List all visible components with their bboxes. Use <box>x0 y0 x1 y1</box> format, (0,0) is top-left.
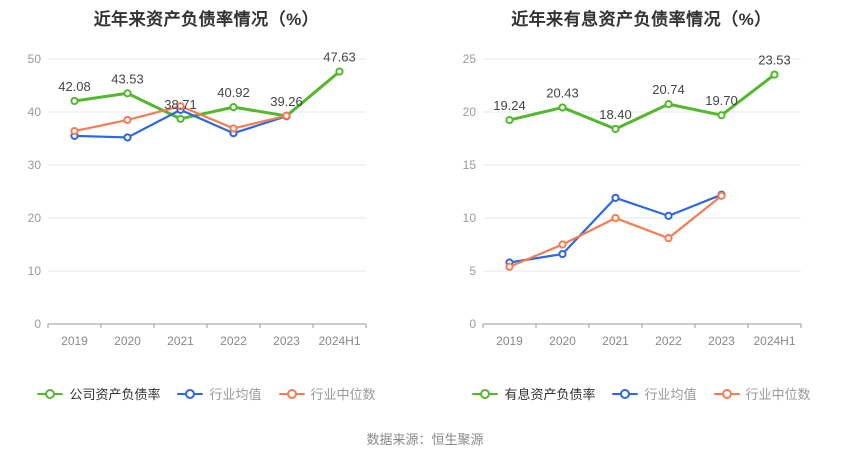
y-axis-label: 40 <box>28 105 42 119</box>
x-axis-label: 2024H1 <box>318 334 360 348</box>
data-source-text: 数据来源：恒生聚源 <box>366 432 484 447</box>
x-axis-label: 2021 <box>167 334 194 348</box>
x-axis-label: 2022 <box>220 334 247 348</box>
chart-legend: 公司资产负债率 行业均值 行业中位数 <box>8 384 405 403</box>
data-point-marker <box>611 193 620 202</box>
data-label: 20.74 <box>652 82 685 97</box>
data-point-marker <box>176 114 185 123</box>
legend-label: 公司资产负债率 <box>69 387 161 402</box>
legend-label: 行业均值 <box>644 387 697 402</box>
chart-legend: 有息资产负债率 行业均值 行业中位数 <box>443 384 840 403</box>
y-axis-label: 50 <box>28 52 42 66</box>
data-label: 42.08 <box>58 79 91 94</box>
y-axis-label: 20 <box>463 105 477 119</box>
data-label: 38.71 <box>164 97 197 112</box>
x-axis-label: 2023 <box>708 334 735 348</box>
data-point-marker <box>664 100 673 109</box>
asset-liability-ratio-chart: 近年来资产负债率情况（%） 0 10 20 30 40 50 2019 2020 2021 202… <box>8 10 405 403</box>
x-axis-label: 2021 <box>602 334 629 348</box>
series-line <box>73 70 341 121</box>
data-point-marker <box>558 240 567 249</box>
data-point-marker <box>123 133 132 142</box>
legend-label: 行业均值 <box>209 387 262 402</box>
legend-item-industry-median[interactable]: 行业中位数 <box>713 384 811 403</box>
x-axis-label: 2024H1 <box>753 334 795 348</box>
x-axis-label: 2019 <box>496 334 523 348</box>
data-point-marker <box>335 67 344 76</box>
data-point-marker <box>717 191 726 200</box>
data-point-marker <box>176 102 185 111</box>
data-point-marker <box>282 111 291 120</box>
data-point-marker <box>717 111 726 120</box>
legend-label: 行业中位数 <box>745 387 811 402</box>
x-axis-label: 2020 <box>549 334 576 348</box>
data-point-marker <box>505 115 514 125</box>
data-point-marker <box>558 249 567 259</box>
legend-label: 有息资产负债率 <box>504 387 596 402</box>
data-point-marker <box>770 70 779 79</box>
legend-item-industry-mean[interactable]: 行业均值 <box>612 384 697 403</box>
y-axis-label: 30 <box>28 158 42 172</box>
data-label: 47.63 <box>323 50 356 65</box>
data-point-marker <box>505 262 514 271</box>
line-series-icon <box>177 388 204 399</box>
data-label: 19.24 <box>493 98 526 113</box>
line-series-icon <box>472 388 499 399</box>
legend-item-industry-mean[interactable]: 行业均值 <box>177 384 262 403</box>
line-series-icon <box>278 388 305 399</box>
x-axis-label: 2019 <box>61 334 88 348</box>
data-label: 43.53 <box>111 71 144 86</box>
data-point-marker <box>70 126 79 136</box>
data-point-marker <box>229 124 238 133</box>
interest-bearing-liability-ratio-chart: 近年来有息资产负债率情况（%） 0 5 10 15 20 25 2019 2020 2021 20… <box>425 0 850 459</box>
data-point-marker <box>611 213 620 223</box>
legend-label: 行业中位数 <box>310 387 376 402</box>
data-label: 19.70 <box>705 93 738 108</box>
line-series-icon <box>612 388 639 399</box>
y-axis-label: 15 <box>463 158 477 172</box>
legend-item-industry-median[interactable]: 行业中位数 <box>278 384 376 403</box>
data-label: 39.26 <box>270 94 303 109</box>
data-point-marker <box>229 103 238 112</box>
data-point-marker <box>123 89 132 98</box>
legend-item-company-ratio[interactable]: 公司资产负债率 <box>37 384 160 403</box>
data-label: 40.92 <box>217 85 250 100</box>
y-axis-label: 0 <box>34 317 41 331</box>
legend-item-interest-ratio[interactable]: 有息资产负债率 <box>472 384 595 403</box>
chart-title: 近年来有息资产负债率情况（%） <box>511 10 772 29</box>
y-axis-label: 10 <box>463 211 477 225</box>
y-axis-label: 5 <box>469 264 476 278</box>
data-point-marker <box>123 115 132 125</box>
y-axis-label: 20 <box>28 211 42 225</box>
data-point-marker <box>664 211 673 220</box>
line-series-icon <box>713 388 740 399</box>
line-series-icon <box>37 388 64 399</box>
data-point-marker <box>70 96 79 106</box>
y-axis-label: 25 <box>463 52 477 66</box>
x-axis-label: 2023 <box>273 334 300 348</box>
line-chart-plot: 0 5 10 15 20 25 2019 2020 2021 2022 2023 2024H1 19.2… <box>463 52 802 348</box>
series-line <box>508 73 776 131</box>
line-chart-plot: 0 10 20 30 40 50 2019 2020 2021 2022 2023 2024H1 42.… <box>28 50 367 348</box>
data-point-marker <box>611 124 620 134</box>
data-label: 23.53 <box>758 53 791 68</box>
x-axis-label: 2022 <box>655 334 682 348</box>
data-label: 20.43 <box>546 85 579 100</box>
data-point-marker <box>558 103 567 112</box>
y-axis-label: 0 <box>469 317 476 331</box>
data-point-marker <box>664 234 673 243</box>
chart-title: 近年来资产负债率情况（%） <box>93 10 320 29</box>
y-axis-label: 10 <box>28 264 42 278</box>
data-label: 18.40 <box>599 107 632 122</box>
x-axis-label: 2020 <box>114 334 141 348</box>
